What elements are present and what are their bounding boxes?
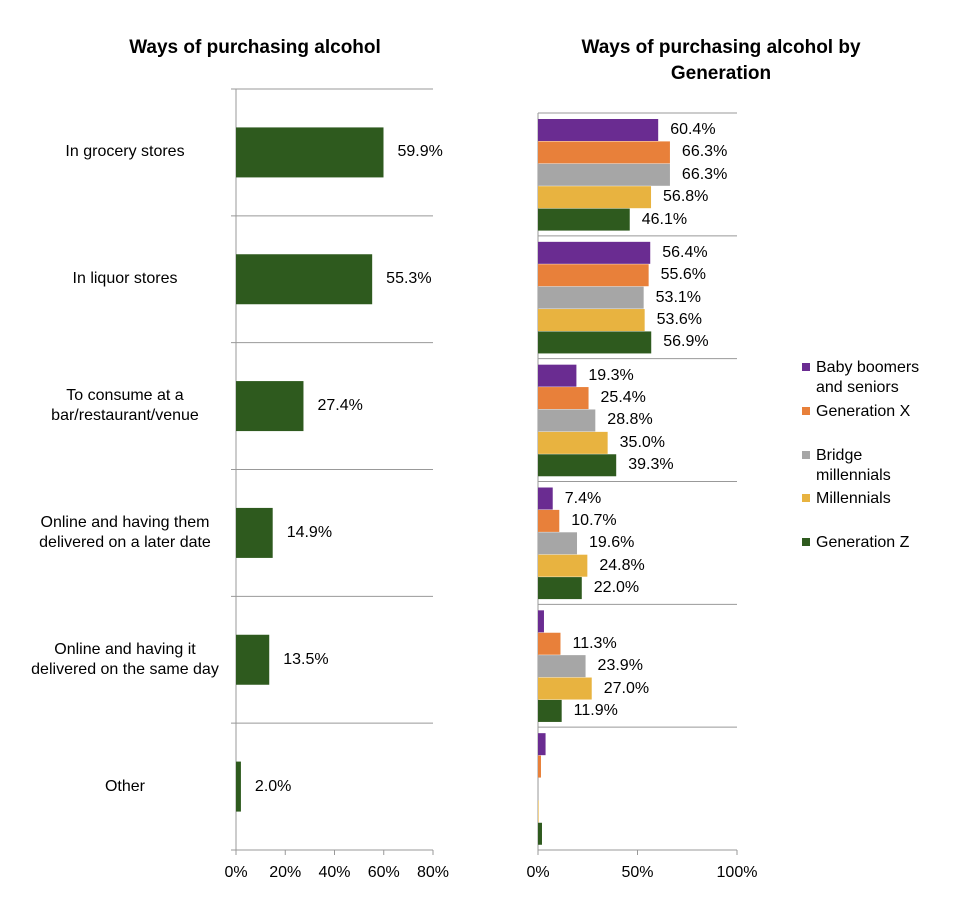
value-label: 53.1% [655, 288, 702, 306]
legend-swatch [802, 494, 810, 502]
bar [538, 208, 630, 231]
bar [538, 822, 542, 845]
value-label: 27.0% [603, 679, 650, 697]
legend-swatch [802, 363, 810, 371]
bar [538, 610, 544, 633]
value-label: 55.3% [386, 270, 432, 288]
value-label: 55.6% [660, 266, 707, 284]
value-label: 66.3% [681, 165, 728, 183]
legend-label: Baby boomers and seniors [816, 359, 920, 396]
legend-swatch [802, 538, 810, 546]
bar [538, 387, 589, 410]
value-label: 24.8% [599, 556, 645, 574]
bar [538, 163, 670, 186]
bar [538, 554, 588, 577]
bar [538, 331, 652, 354]
x-tick-label: 60% [367, 864, 400, 881]
value-label: 22.0% [593, 579, 640, 597]
value-label: 10.7% [571, 511, 617, 529]
value-label: 11.3% [572, 634, 617, 652]
legend-label: Bridge millennials [816, 447, 891, 484]
value-label: 46.1% [641, 210, 688, 228]
bar [538, 733, 546, 756]
value-label: 7.4% [564, 489, 602, 507]
bar [236, 127, 384, 178]
bar [538, 632, 561, 655]
value-label: 53.6% [656, 311, 703, 329]
bar [538, 241, 651, 264]
value-label: 14.9% [286, 523, 333, 541]
bar [538, 509, 560, 532]
bar [538, 655, 586, 678]
value-label: 56.9% [663, 333, 709, 351]
x-tick-label: 20% [269, 864, 302, 881]
chart-title: Ways of purchasing alcohol by Generation [581, 37, 861, 84]
bar [538, 119, 659, 141]
bar [538, 431, 608, 454]
value-label: 25.4% [600, 389, 646, 407]
bar [538, 532, 578, 555]
category-label: Other [104, 777, 145, 795]
bar [538, 677, 592, 700]
bar [236, 634, 270, 685]
bar [538, 309, 645, 332]
value-label: 59.9% [397, 143, 443, 161]
bar [538, 141, 670, 164]
bar [236, 507, 273, 558]
category-label: Online and having it delivered on the sa… [31, 640, 219, 678]
value-label: 19.3% [588, 366, 634, 384]
value-label: 39.3% [628, 456, 674, 474]
bar [538, 364, 577, 387]
legend-label: Millennials [816, 490, 891, 507]
value-label: 23.9% [597, 657, 643, 675]
bar [538, 286, 644, 309]
value-label: 28.8% [607, 411, 653, 429]
bar [538, 409, 596, 432]
legend-label: Generation Z [816, 534, 910, 551]
category-label: In grocery stores [65, 143, 185, 161]
x-tick-label: 100% [716, 864, 758, 881]
legend-label: Generation X [816, 403, 911, 420]
x-tick-label: 80% [416, 864, 450, 881]
bar [538, 800, 539, 823]
value-label: 66.3% [681, 143, 728, 161]
bar [236, 254, 373, 305]
value-label: 11.9% [573, 701, 618, 719]
value-label: 56.4% [662, 243, 708, 261]
category-label: Online and having them delivered on a la… [39, 513, 211, 551]
bar [236, 761, 241, 812]
value-label: 56.8% [663, 188, 709, 206]
x-tick-label: 50% [621, 864, 654, 881]
bar [538, 577, 582, 600]
value-label: 2.0% [254, 777, 292, 795]
bar [538, 755, 541, 778]
chart-title: Ways of purchasing alcohol [129, 37, 381, 58]
legend-swatch [802, 451, 810, 459]
x-tick-label: 40% [318, 864, 351, 881]
bar [538, 454, 617, 477]
legend-swatch [802, 407, 810, 415]
bar [538, 264, 649, 287]
bar [538, 186, 652, 209]
value-label: 35.0% [619, 433, 666, 451]
value-label: 19.6% [589, 534, 635, 552]
category-label: In liquor stores [72, 270, 178, 288]
bar [236, 381, 304, 432]
value-label: 60.4% [670, 121, 716, 138]
value-label: 13.5% [283, 650, 329, 668]
category-label: To consume at a bar/restaurant/venue [51, 387, 199, 425]
bar [538, 487, 553, 510]
x-tick-label: 0% [526, 864, 550, 881]
bar [538, 777, 539, 800]
value-label: 27.4% [317, 397, 363, 415]
x-tick-label: 0% [224, 864, 248, 881]
bar [538, 699, 562, 722]
